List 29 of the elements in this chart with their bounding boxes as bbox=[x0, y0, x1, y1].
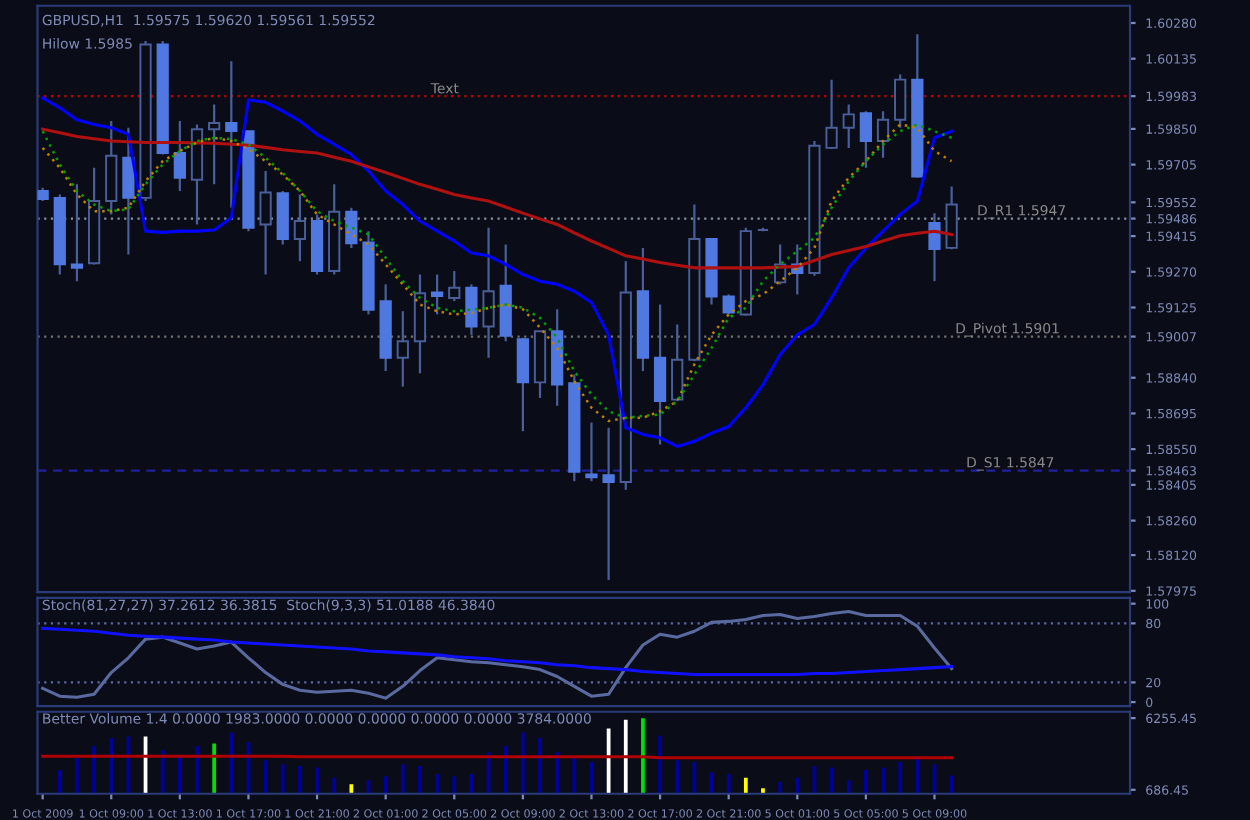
candlestick bbox=[396, 310, 409, 388]
candlestick bbox=[859, 110, 872, 169]
candlestick bbox=[602, 426, 615, 582]
candlestick bbox=[293, 193, 307, 263]
candlestick bbox=[259, 169, 272, 276]
candlestick bbox=[105, 119, 118, 216]
candlestick bbox=[225, 60, 238, 209]
candlestick bbox=[894, 73, 907, 129]
candlestick bbox=[70, 183, 84, 283]
candlestick bbox=[722, 293, 735, 316]
candlestick bbox=[876, 110, 890, 159]
candlestick bbox=[345, 206, 358, 250]
candlestick bbox=[448, 269, 461, 303]
candlestick bbox=[122, 126, 135, 256]
candlestick bbox=[173, 119, 186, 193]
candlestick bbox=[276, 189, 289, 246]
candlestick bbox=[208, 103, 221, 186]
candlestick bbox=[842, 103, 855, 149]
candlestick bbox=[928, 212, 941, 283]
candlestick bbox=[825, 78, 838, 151]
candlestick bbox=[431, 273, 444, 316]
line-series bbox=[41, 626, 954, 677]
candlestick bbox=[945, 185, 958, 251]
candlestick bbox=[482, 226, 495, 359]
candlestick bbox=[585, 421, 598, 483]
candlestick bbox=[671, 323, 684, 403]
candlestick bbox=[653, 303, 667, 446]
candlestick bbox=[516, 336, 529, 433]
candlestick bbox=[465, 283, 478, 336]
